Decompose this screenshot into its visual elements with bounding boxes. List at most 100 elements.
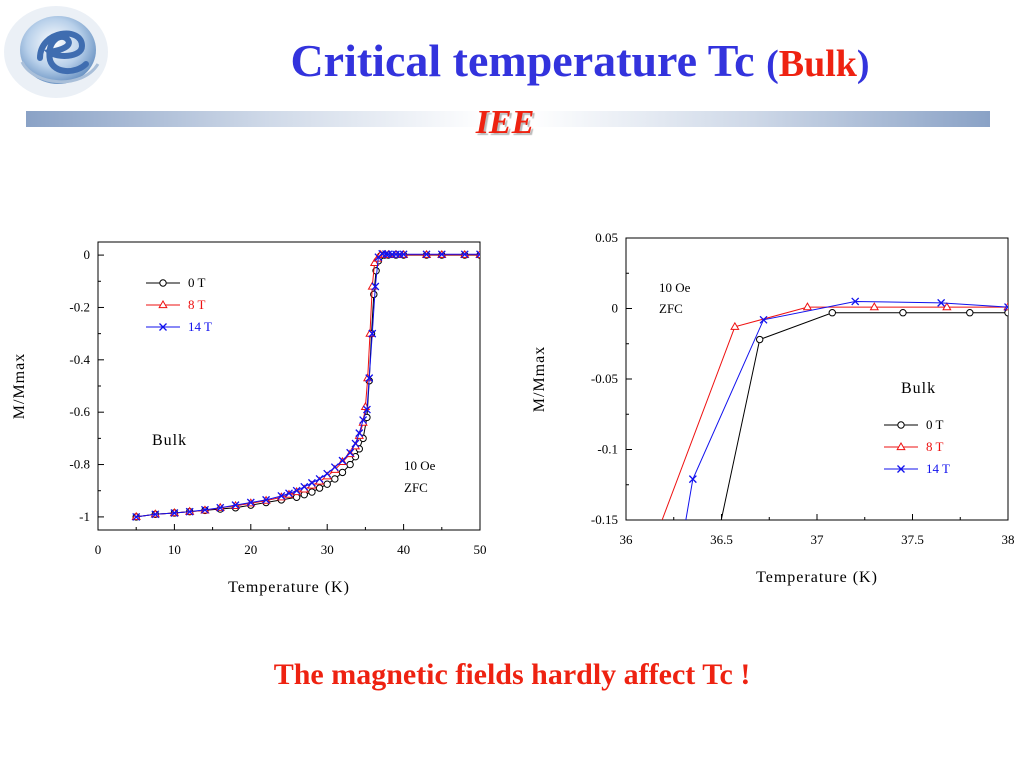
x-tick-label: 10 bbox=[168, 542, 181, 557]
data-point bbox=[460, 250, 469, 259]
data-point bbox=[201, 505, 209, 514]
data-point bbox=[670, 587, 677, 594]
data-point bbox=[756, 335, 764, 344]
data-point bbox=[372, 267, 380, 275]
title-main: Critical temperature Tc bbox=[290, 35, 755, 86]
legend-label: 14 T bbox=[926, 461, 950, 476]
data-point bbox=[185, 507, 194, 516]
data-point bbox=[285, 489, 293, 498]
y-tick-label: 0 bbox=[84, 247, 91, 262]
data-point bbox=[368, 329, 377, 338]
data-point bbox=[338, 456, 347, 465]
data-point bbox=[359, 416, 368, 424]
annotation: Bulk bbox=[901, 380, 936, 397]
data-point bbox=[730, 321, 740, 330]
x-tick-label: 30 bbox=[321, 542, 334, 557]
title-accent: Bulk bbox=[778, 43, 857, 85]
slide-title: Critical temperature Tc (Bulk) bbox=[120, 34, 1024, 87]
data-point bbox=[966, 309, 974, 317]
y-tick-label: -0.15 bbox=[591, 512, 618, 527]
x-tick-label: 37.5 bbox=[901, 532, 924, 547]
data-point bbox=[315, 474, 324, 483]
legend-label: 0 T bbox=[926, 417, 944, 432]
x-tick-label: 40 bbox=[397, 542, 410, 557]
data-point bbox=[300, 482, 309, 491]
y-tick-label: -0.8 bbox=[69, 457, 90, 472]
data-point bbox=[323, 480, 331, 488]
annotation: 10 Oe bbox=[404, 458, 436, 473]
data-point bbox=[362, 405, 371, 414]
data-point bbox=[307, 478, 316, 487]
header-band bbox=[26, 111, 990, 127]
series-group bbox=[131, 249, 480, 521]
data-point bbox=[851, 297, 860, 306]
chart-zoom-range: 36 36.5 37 37.5 38 0.05 0 -0.05 -0.1 -0.15 Tempera… bbox=[531, 230, 1015, 594]
y-tick-label: 0.05 bbox=[595, 230, 618, 245]
x-tick-label: 50 bbox=[474, 542, 487, 557]
data-point bbox=[759, 315, 768, 324]
x-tick-label: 38 bbox=[1002, 532, 1015, 547]
data-point bbox=[688, 475, 697, 484]
data-point bbox=[937, 298, 946, 307]
x-tick-label: 0 bbox=[95, 542, 102, 557]
chart-full-range: 0 10 20 30 40 50 0 -0.2 -0.4 -0.6 -0.8 -1 Temperatur… bbox=[11, 241, 487, 596]
annotation: Bulk bbox=[152, 432, 187, 449]
y-axis-label: M/Mmax bbox=[531, 346, 548, 412]
annotation: ZFC bbox=[659, 301, 683, 316]
legend-label: 0 T bbox=[188, 275, 206, 290]
y-tick-label: -0.2 bbox=[69, 299, 90, 314]
data-point bbox=[382, 250, 390, 259]
data-point bbox=[262, 495, 271, 504]
legend-marker-x bbox=[159, 323, 167, 331]
x-tick-label: 36.5 bbox=[710, 532, 733, 547]
data-point bbox=[422, 250, 431, 259]
data-point bbox=[170, 509, 179, 517]
x-tick-label: 37 bbox=[811, 532, 825, 547]
data-point bbox=[277, 492, 286, 500]
data-point bbox=[132, 512, 141, 521]
data-point bbox=[632, 587, 640, 594]
y-tick-label: 0 bbox=[612, 301, 619, 316]
y-tick-label: -0.1 bbox=[597, 442, 618, 457]
legend-marker-triangle bbox=[158, 299, 168, 309]
data-point bbox=[802, 302, 813, 311]
data-point bbox=[346, 460, 354, 469]
x-axis-label: Temperature (K) bbox=[228, 579, 350, 596]
data-point bbox=[476, 250, 480, 259]
data-point bbox=[292, 486, 301, 495]
series-line-0t bbox=[720, 312, 1008, 520]
legend-marker-circle bbox=[897, 421, 905, 429]
data-point bbox=[346, 448, 355, 457]
legend-marker-circle bbox=[159, 279, 167, 287]
legend-marker-x bbox=[897, 465, 905, 473]
data-point bbox=[246, 498, 255, 507]
data-point bbox=[331, 475, 339, 483]
y-tick-label: -0.4 bbox=[69, 352, 90, 367]
y-axis-label: M/Mmax bbox=[11, 353, 28, 419]
x-tick-label: 20 bbox=[244, 542, 257, 557]
y-tick-label: -0.6 bbox=[69, 404, 90, 419]
data-point bbox=[371, 282, 380, 291]
slide-caption: The magnetic fields hardly affect Tc ! bbox=[273, 658, 751, 691]
data-point bbox=[1004, 303, 1008, 312]
annotation: 10 Oe bbox=[659, 280, 691, 295]
x-tick-label: 36 bbox=[620, 532, 634, 547]
series-line-8t bbox=[661, 306, 1008, 520]
globe-e-logo bbox=[4, 6, 108, 98]
data-point bbox=[351, 439, 360, 448]
data-point bbox=[330, 463, 339, 472]
series-line-0t bbox=[136, 254, 480, 518]
data-point bbox=[828, 309, 836, 317]
data-point bbox=[942, 302, 952, 311]
data-point bbox=[308, 488, 316, 496]
data-point bbox=[369, 257, 380, 267]
data-point bbox=[323, 469, 332, 478]
data-point bbox=[703, 587, 709, 593]
data-point bbox=[315, 484, 324, 492]
data-point bbox=[1004, 309, 1008, 317]
data-point bbox=[869, 302, 879, 311]
y-tick-label: -1 bbox=[79, 509, 90, 524]
data-point bbox=[365, 374, 374, 383]
data-point bbox=[151, 510, 160, 519]
legend-label: 14 T bbox=[188, 319, 212, 334]
